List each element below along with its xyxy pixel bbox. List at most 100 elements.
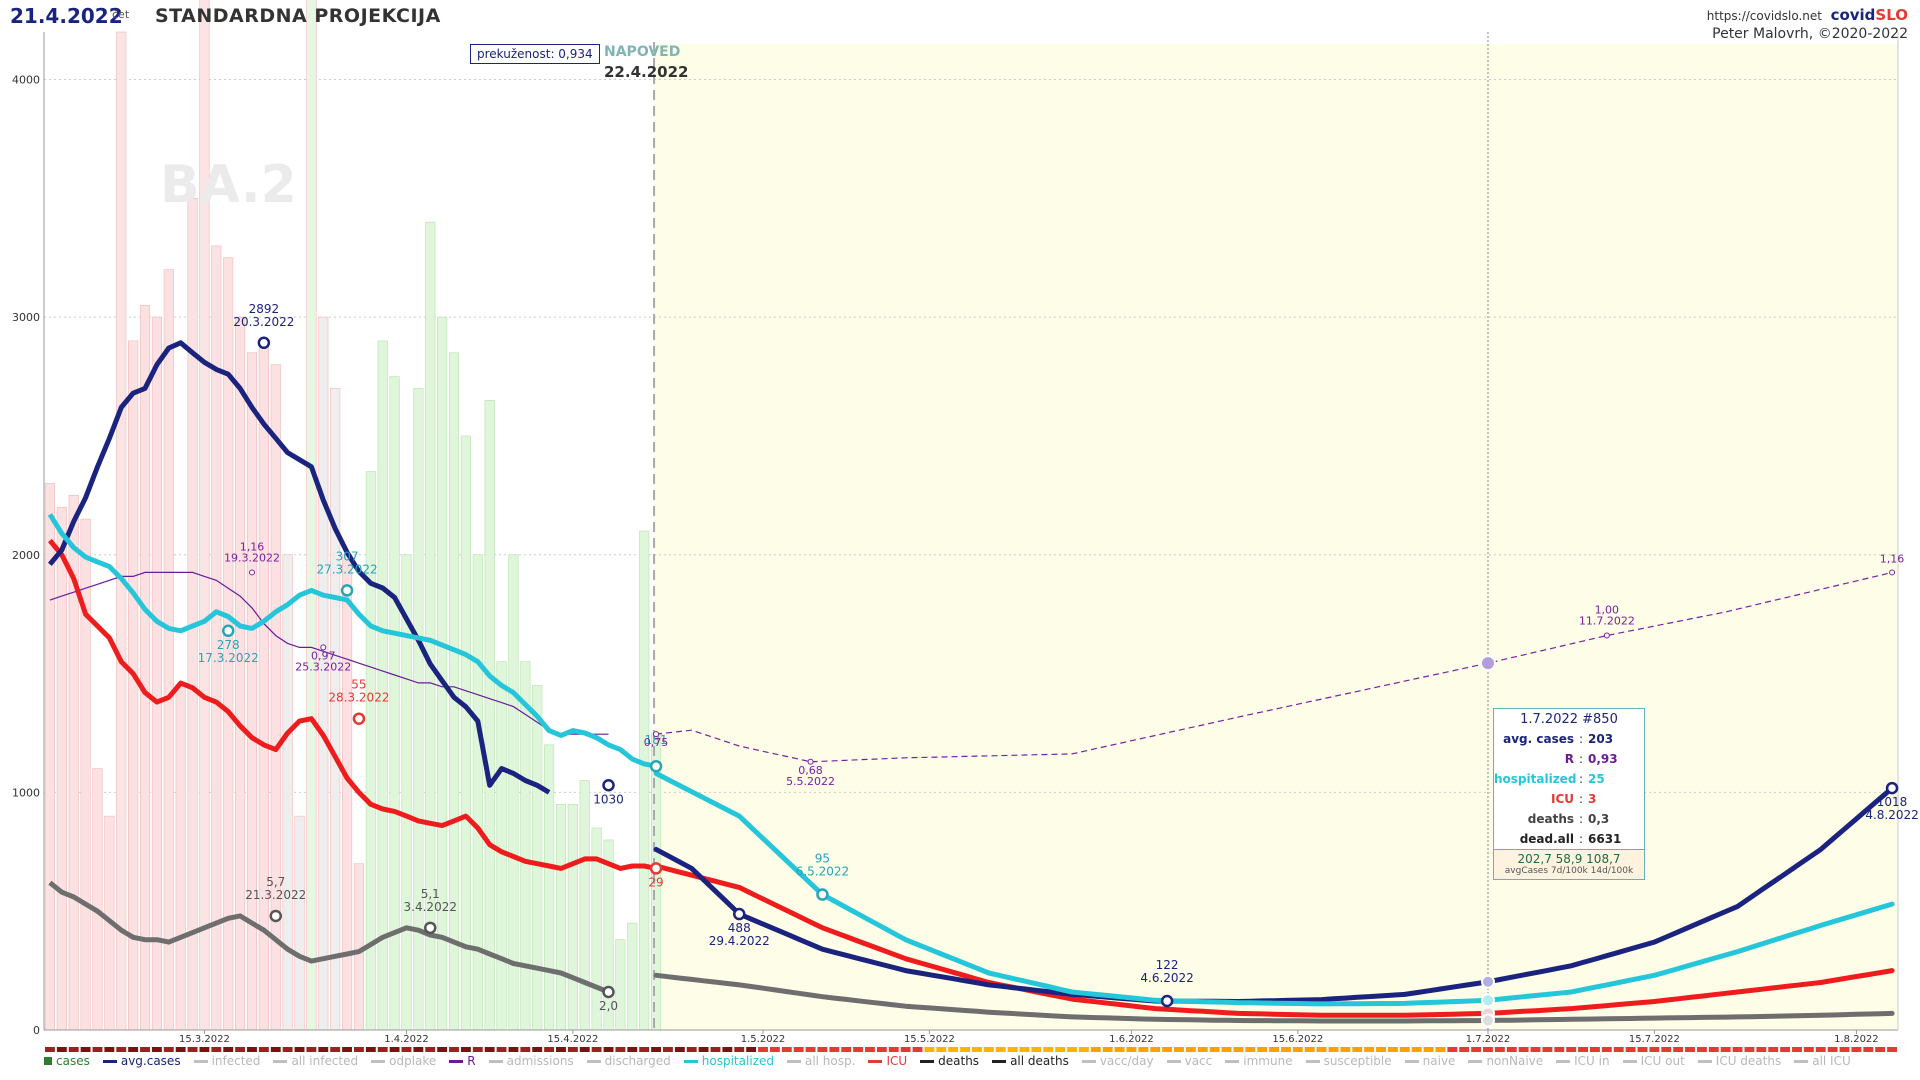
- legend-item[interactable]: odplake: [371, 1054, 436, 1068]
- legend-item[interactable]: deaths: [920, 1054, 979, 1068]
- legend-item[interactable]: hospitalized: [683, 1054, 774, 1068]
- legend-label: admissions: [506, 1054, 574, 1068]
- legend-item[interactable]: vacc: [1166, 1054, 1212, 1068]
- legend-label: R: [467, 1054, 476, 1068]
- peak-label: 95: [815, 852, 830, 866]
- legend-item[interactable]: avg.cases: [102, 1054, 181, 1068]
- peak-label: 5,1: [421, 887, 440, 901]
- peak-label: 2892: [249, 302, 280, 316]
- legend-item[interactable]: cases: [44, 1054, 90, 1068]
- legend-item[interactable]: all infected: [273, 1054, 358, 1068]
- legend-item[interactable]: admissions: [488, 1054, 574, 1068]
- risk-strip-cell: [841, 1047, 852, 1052]
- legend-item[interactable]: naive: [1404, 1054, 1455, 1068]
- site-url[interactable]: https://covidslo.net: [1706, 9, 1822, 23]
- cases-bar: [460, 435, 471, 1031]
- tooltip-row: ICU:3: [1494, 789, 1644, 809]
- legend-swatch: [488, 1059, 503, 1063]
- risk-strip-cell: [1827, 1047, 1838, 1052]
- legend-item[interactable]: infected: [193, 1054, 260, 1068]
- risk-strip-cell: [1162, 1047, 1173, 1052]
- brand-logo[interactable]: covidSLO: [1831, 6, 1908, 24]
- tooltip-separator: :: [1578, 812, 1584, 826]
- hospitalized-forecast-line: [653, 770, 1895, 1007]
- legend-item[interactable]: nonNaive: [1468, 1054, 1543, 1068]
- legend-swatch: [920, 1059, 935, 1063]
- r-label: 1,00: [1595, 604, 1620, 617]
- tooltip-row: deaths:0,3: [1494, 809, 1644, 829]
- risk-strip-cell: [187, 1047, 198, 1052]
- x-tick-label: 1.6.2022: [1109, 1034, 1154, 1045]
- risk-strip-cell: [45, 1047, 55, 1052]
- legend-item[interactable]: all hosp.: [786, 1054, 855, 1068]
- avg-cases-line: [47, 340, 551, 795]
- risk-strip-cell: [1673, 1047, 1684, 1052]
- legend-label: ICU: [886, 1054, 908, 1068]
- hover-marker: [1480, 1013, 1495, 1028]
- legend-item[interactable]: ICU: [868, 1054, 907, 1068]
- risk-strip-cell: [948, 1047, 959, 1052]
- x-tick-label: 1.8.2022: [1834, 1034, 1879, 1045]
- risk-strip-cell: [1340, 1047, 1351, 1052]
- legend-swatch: [1622, 1059, 1637, 1063]
- tooltip-key: ICU: [1550, 792, 1574, 806]
- risk-strip-cell: [401, 1047, 412, 1052]
- risk-strip-cell: [1364, 1047, 1375, 1052]
- r-label: 0,68: [798, 764, 823, 777]
- risk-strip-cell: [1875, 1047, 1886, 1052]
- legend-item[interactable]: all deaths: [992, 1054, 1069, 1068]
- risk-strip-cell: [437, 1047, 448, 1052]
- tooltip-row: hospitalized:25: [1494, 769, 1644, 789]
- tooltip-row: avg. cases:203: [1494, 729, 1644, 749]
- risk-strip-cell: [235, 1047, 246, 1052]
- risk-strip-cell: [734, 1047, 745, 1052]
- legend-swatch: [1166, 1059, 1181, 1063]
- legend-item[interactable]: immune: [1225, 1054, 1293, 1068]
- legend-item[interactable]: ICU deaths: [1697, 1054, 1781, 1068]
- tooltip-key: hospitalized: [1494, 772, 1577, 786]
- risk-strip-cell: [175, 1047, 186, 1052]
- risk-strip-cell: [1839, 1047, 1850, 1052]
- r-marker: [1889, 569, 1896, 576]
- cases-bar: [246, 352, 258, 1031]
- risk-strip-cell: [1055, 1047, 1066, 1052]
- cases-bar: [92, 768, 103, 1031]
- r-date-label: 25.3.2022: [295, 660, 351, 673]
- legend-swatch: [683, 1059, 698, 1063]
- r-date-label: 5.5.2022: [786, 775, 835, 788]
- risk-strip-cell: [282, 1047, 293, 1052]
- cases-bar: [56, 506, 67, 1031]
- legend-swatch: [786, 1059, 801, 1063]
- peak-label: 29: [648, 875, 663, 889]
- y-tick-label: 0: [33, 1024, 40, 1037]
- legend-item[interactable]: discharged: [586, 1054, 671, 1068]
- cases-bar: [187, 198, 198, 1031]
- legend-swatch: [193, 1059, 208, 1063]
- risk-strip-cell: [698, 1047, 709, 1052]
- legend-item[interactable]: ICU out: [1622, 1054, 1685, 1068]
- risk-strip-cell: [496, 1047, 507, 1052]
- x-tick-label: 15.6.2022: [1272, 1034, 1323, 1045]
- risk-strip-cell: [318, 1047, 329, 1052]
- peak-marker: [1885, 781, 1899, 795]
- risk-strip-cell: [1863, 1047, 1874, 1052]
- risk-strip-cell: [983, 1047, 994, 1052]
- legend-item[interactable]: vacc/day: [1081, 1054, 1154, 1068]
- risk-strip-cell: [1197, 1047, 1208, 1052]
- legend-item[interactable]: R: [449, 1054, 476, 1068]
- peak-marker: [221, 624, 235, 638]
- legend-label: hospitalized: [701, 1054, 774, 1068]
- cases-bar: [472, 554, 483, 1031]
- risk-strip-cell: [781, 1047, 792, 1052]
- cases-bar: [579, 780, 590, 1031]
- legend-item[interactable]: susceptible: [1305, 1054, 1392, 1068]
- y-tick-label: 4000: [12, 74, 40, 87]
- legend-item[interactable]: ICU in: [1556, 1054, 1610, 1068]
- cases-bar: [163, 269, 174, 1031]
- tooltip-separator: :: [1578, 792, 1584, 806]
- peak-label: 55: [351, 678, 366, 692]
- cases-bar: [639, 530, 650, 1031]
- legend-item[interactable]: all ICU: [1794, 1054, 1851, 1068]
- risk-strip-cell: [1649, 1047, 1660, 1052]
